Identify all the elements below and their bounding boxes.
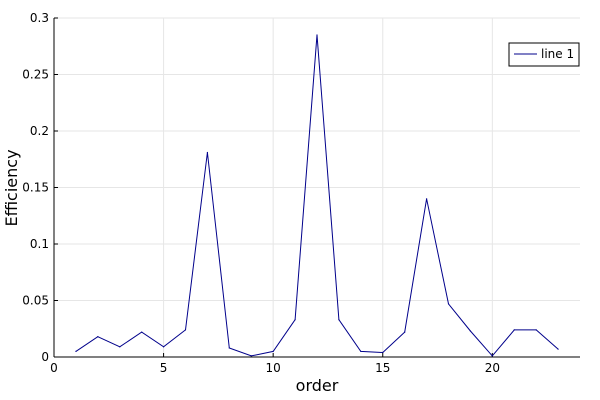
y-ticks: 0 0.05 0.1 0.15 0.2 0.25 0.3 xyxy=(22,11,58,364)
data-point xyxy=(75,350,77,352)
x-tick-label: 10 xyxy=(266,361,281,375)
legend: line 1 xyxy=(508,42,580,67)
data-point xyxy=(294,319,296,321)
data-point xyxy=(338,319,340,321)
data-point xyxy=(469,330,472,332)
grid-lines xyxy=(54,17,580,357)
data-point xyxy=(184,329,187,331)
data-point xyxy=(228,347,230,349)
x-ticks: 0 5 10 15 20 xyxy=(50,353,500,375)
y-tick-label: 0.25 xyxy=(22,68,49,82)
x-tick-label: 0 xyxy=(50,361,58,375)
data-point xyxy=(535,329,537,331)
data-point xyxy=(404,331,406,333)
legend-label-line-1: line 1 xyxy=(541,47,574,61)
y-axis-title: Efficiency xyxy=(2,149,21,226)
y-tick-label: 0.1 xyxy=(30,237,49,251)
data-point xyxy=(360,350,362,352)
x-tick-label: 5 xyxy=(160,361,168,375)
y-tick-label: 0.15 xyxy=(22,181,49,195)
y-tick-label: 0.2 xyxy=(30,124,49,138)
y-tick-label: 0.05 xyxy=(22,294,49,308)
series-lines xyxy=(75,34,559,357)
data-point xyxy=(557,348,559,350)
data-point xyxy=(97,336,99,338)
data-point xyxy=(513,329,515,331)
legend-box xyxy=(508,42,580,67)
x-axis-title: order xyxy=(296,376,339,395)
y-tick-label: 0.3 xyxy=(30,11,49,25)
data-point xyxy=(250,355,252,357)
data-point xyxy=(119,346,121,348)
y-tick-label: 0 xyxy=(41,350,49,364)
data-point xyxy=(141,331,143,333)
x-tick-label: 15 xyxy=(375,361,390,375)
data-point xyxy=(425,198,428,200)
data-point xyxy=(316,34,318,36)
data-point xyxy=(447,303,450,305)
series-line-1 xyxy=(75,34,559,357)
data-point xyxy=(272,350,274,352)
x-tick-label: 20 xyxy=(485,361,500,375)
data-point xyxy=(206,151,209,154)
data-point xyxy=(382,351,384,354)
data-point xyxy=(162,346,165,348)
data-point xyxy=(491,355,493,357)
